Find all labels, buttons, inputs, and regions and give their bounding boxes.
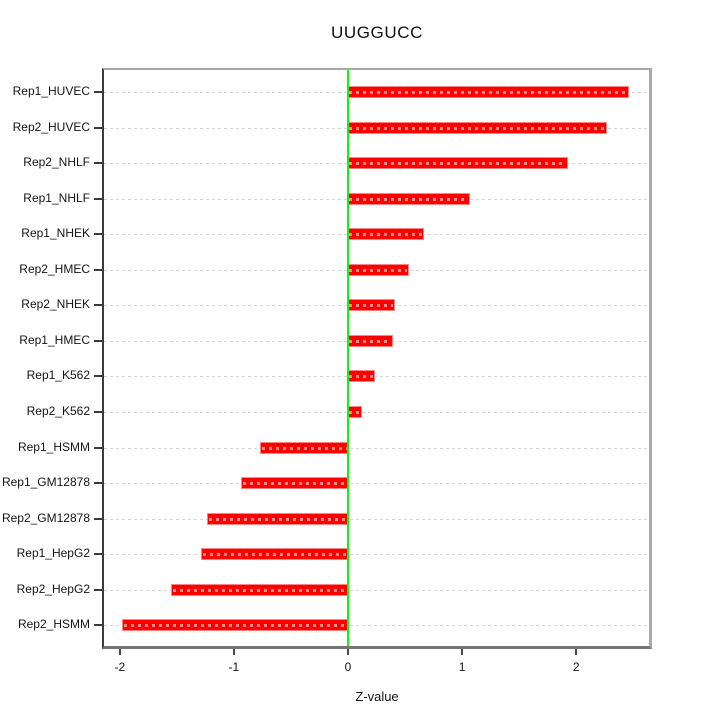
x-axis-tick-label: 2 [572,660,580,674]
bar-dash-overlay [349,233,423,237]
gridline [104,589,649,591]
y-axis-label: Rep2_K562 [26,403,90,418]
bar-Rep2_HepG2 [172,584,348,595]
bar-dash-overlay [349,126,605,130]
gridline [104,483,649,485]
bar-Rep1_NHLF [348,193,469,204]
x-axis-tick [232,649,235,655]
y-axis-label: Rep2_GM12878 [1,510,90,525]
x-axis-tick-label: -2 [114,660,126,674]
y-axis-tick [94,624,104,627]
y-axis-tick [94,410,104,413]
y-axis-label: Rep2_NHLF [23,155,90,170]
bar-dash-overlay [349,91,627,94]
zero-line [347,70,349,646]
bar-Rep2_GM12878 [207,513,348,524]
bar-Rep2_NHLF [348,158,568,169]
y-axis-label: Rep1_NHLF [23,190,90,205]
bar-Rep2_K562 [348,406,361,417]
x-axis-tick-label: -1 [228,660,240,674]
bar-dash-overlay [242,482,347,486]
bar-dash-overlay [349,339,392,343]
y-axis-tick [94,91,104,93]
y-axis-label: Rep1_HepG2 [16,546,90,561]
bar-dash-overlay [262,446,347,450]
bar-dash-overlay [349,162,567,166]
bar-dash-overlay [349,375,374,379]
gridline [104,447,649,449]
y-axis-label: Rep1_HMEC [19,332,90,347]
bar-Rep2_HSMM [123,620,348,631]
y-axis-tick [94,339,104,342]
x-axis-tick [347,649,349,655]
y-axis-label: Rep2_HepG2 [16,581,90,596]
y-axis-tick [94,375,104,378]
y-axis-tick [94,304,104,307]
y-axis-tick [94,233,104,236]
bar-dash-overlay [173,588,347,592]
gridline [104,554,649,556]
x-axis-tick-label: 0 [344,660,352,674]
y-axis-tick [94,517,104,520]
bar-Rep2_HUVEC [348,122,606,133]
bar-Rep1_HepG2 [201,549,348,560]
bar-Rep1_GM12878 [241,478,348,489]
bar-Rep1_NHEK [348,229,424,240]
y-axis-label: Rep2_HUVEC [12,119,90,134]
y-axis-label: Rep2_HMEC [19,261,90,276]
y-axis-tick [94,446,104,449]
bar-dash-overlay [124,624,347,628]
y-axis-label: Rep1_GM12878 [1,475,90,490]
y-axis-tick [94,268,104,271]
bar-dash-overlay [349,410,360,414]
bar-dash-overlay [202,553,347,557]
x-axis-title: Z-value [355,689,399,704]
y-axis-label: Rep2_NHEK [21,297,90,312]
y-axis-label: Rep2_HSMM [17,617,90,632]
plot-area [102,68,652,649]
bar-Rep1_HMEC [348,335,393,346]
y-axis-tick [94,588,104,591]
bar-dash-overlay [349,197,468,201]
bar-Rep2_HMEC [348,264,409,275]
bar-Rep2_NHEK [348,300,394,311]
bar-Rep1_HUVEC [348,87,628,97]
x-axis-tick [575,649,578,655]
chart-title: UUGGUCC [330,23,424,42]
gridline [104,376,649,378]
y-axis-tick [94,162,104,165]
y-axis-tick [94,553,104,556]
y-axis-tick [94,126,104,129]
gridline [104,411,649,413]
y-axis-label: Rep1_HUVEC [12,84,90,98]
y-axis-tick [94,197,104,200]
bar-dash-overlay [208,517,347,521]
bar-Rep1_K562 [348,371,375,382]
x-axis-tick [461,649,464,655]
y-axis-label: Rep1_NHEK [21,226,90,241]
gridline [104,518,649,520]
bar-Rep1_HSMM [261,442,348,453]
bar-dash-overlay [349,268,408,272]
x-axis-tick-label: 1 [458,660,466,674]
y-axis-tick [94,482,104,485]
gridline [104,625,649,627]
y-axis-label: Rep1_K562 [26,368,90,383]
bar-dash-overlay [349,304,393,308]
y-axis-label: Rep1_HSMM [17,439,90,454]
x-axis-tick [118,649,121,655]
